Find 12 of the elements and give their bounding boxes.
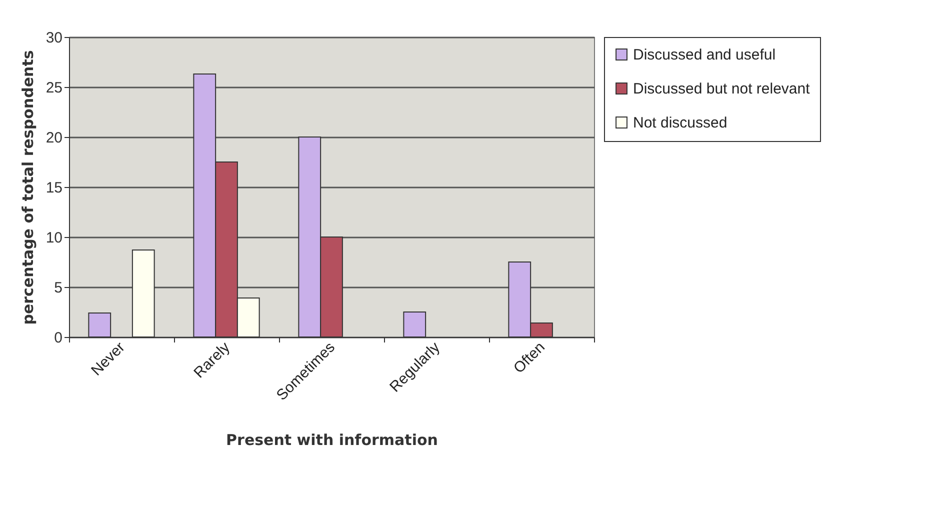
legend-label: Discussed but not relevant — [633, 80, 811, 98]
y-tick-label: 25 — [46, 80, 62, 96]
y-tick-label: 0 — [54, 330, 62, 346]
y-tick-label: 30 — [46, 30, 62, 46]
y-tick-label: 5 — [54, 280, 62, 296]
y-axis-title: percentage of total respondents — [18, 50, 37, 325]
y-tick-label: 10 — [46, 230, 62, 246]
legend-label: Not discussed — [633, 114, 728, 132]
y-tick-label: 15 — [46, 180, 62, 196]
x-axis-title: Present with information — [226, 431, 438, 450]
legend-label: Discussed and useful — [633, 46, 776, 64]
y-tick-label: 20 — [46, 130, 62, 146]
